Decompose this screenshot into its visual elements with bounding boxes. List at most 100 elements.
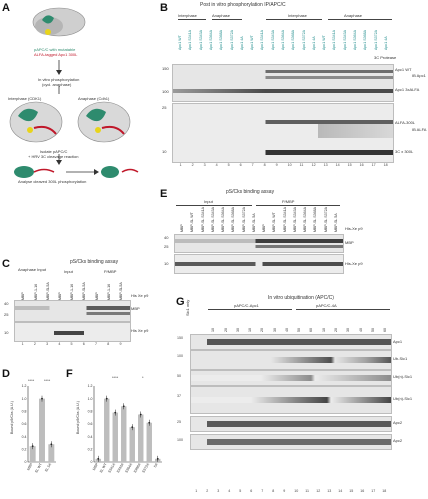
x-category-label: SL WT [99,462,108,474]
data-point [139,413,142,416]
lane-label: Apc1 4A [239,36,244,50]
y-tick-label: 0.2 [88,448,93,452]
panel-a-left-box-label: Interphase (CDK1) [8,96,42,101]
panel-g-markers: 150 100 50 37 25 100 [177,334,189,484]
panel-e-group-2: P/MBP [282,199,295,204]
panel-d-sig-1: **** [28,378,35,383]
lane-label: 50 [370,328,375,332]
panel-b-blot-apc1 [172,64,394,102]
panel-c-marker-25: 25 [4,312,9,317]
x-category-label: SL WT [34,462,43,474]
panel-g-blot-strip [190,370,392,386]
y-tick-label: 0 [25,460,27,464]
lane-label: MBP-SL5A [119,282,124,300]
data-point [148,421,151,424]
lane-number: 7 [251,163,254,167]
panel-e-marker-10: 10 [164,261,169,266]
lane-number: 4 [228,489,231,493]
data-point [97,457,100,460]
lane-label: MBP-SL S368A [313,206,318,232]
panel-e-letter: E [160,188,168,200]
lane-label: Apc1 S368A [219,30,224,50]
panel-c-right-label-3: His Xe p9 [131,328,149,333]
lane-label: 10 [248,328,253,332]
x-category-label: S372A [141,462,150,474]
lane-number: 2 [33,342,36,346]
panel-g-band [191,421,391,427]
marker-label: 25 [177,420,181,424]
x-category-label: S364A [124,462,133,474]
lane-number: 13 [323,163,328,167]
panel-b-marker-25: 25 [162,105,167,110]
lane-label: MBP-SL S372A [323,206,328,232]
panel-g-lane-numbers: 1 2 3 4 5 6 7 8 9 10 11 12 13 14 15 16 17 18 [192,489,390,494]
panel-d-sig-2: **** [44,378,51,383]
lane-label: MBP-SL5A [82,282,87,300]
panel-c-letter: C [2,258,10,270]
panel-g-band [191,397,391,403]
lane-number: 7 [95,342,97,346]
panel-c-blot-mbp [14,300,131,322]
panel-b-title: Post in vitro phosphorylation IP/APC/C [200,2,286,8]
panel-a-line-1: pAPC/C with mutatable [34,47,76,52]
panel-b-marker-10: 10 [162,149,167,154]
panel-c-marker-10: 10 [4,330,9,335]
x-category-label: 5A [153,462,159,468]
data-point [122,405,125,408]
panel-e-marker-40: 40 [164,235,169,240]
bar-mbp [29,446,36,462]
lane-label: Apc1 S364A [281,30,286,50]
lane-number: 2 [191,163,194,167]
lane-label: 40 [358,328,363,332]
bar-s368a [138,414,144,462]
panel-g-blot-strip [190,386,392,414]
panel-c-title: pS/Cks binding assay [70,259,119,265]
lane-label: MBP-SL S372A [241,206,246,232]
bar-s341a [112,412,118,462]
lane-number: 1 [179,163,182,167]
y-tick-label: 0.6 [22,422,27,426]
marker-label: 100 [177,438,183,442]
panel-a-line-5: Isolate pAPC/C [40,149,68,154]
lane-number: 8 [272,489,275,493]
panel-c-right-label-2: MBP [131,306,140,311]
lane-label: 10 [211,328,216,332]
panel-a-line-6: + HRV 3C cleavage reaction [28,154,79,159]
lane-label: MBP-SL S364A [303,206,308,232]
panel-g-band [191,357,391,363]
lane-label: 10 [321,328,326,332]
panel-b-right-label-1: Apc1 WT [395,67,412,72]
lane-label: MBP-SL S343A [292,206,297,232]
x-category-label: SL 5A [44,462,52,473]
lane-label: MBP-1-16 [106,283,111,300]
marker-label: 100 [177,354,183,358]
lane-label: 30 [272,328,277,332]
lane-number: 4 [215,163,218,167]
band-label: Ub(n)-Sic1 [393,396,413,401]
lane-number: 15 [349,489,354,493]
lane-number: 18 [382,489,387,493]
bar-sl-5a [48,444,55,462]
lane-number: 5 [70,342,73,346]
y-tick-label: 1.2 [88,384,93,388]
lane-number: 3 [46,342,49,346]
panel-e-marker-25: 25 [164,244,169,249]
panel-b-group-4: Anaphase [344,13,363,18]
y-tick-label: 0 [91,460,93,464]
y-tick-label: 1.0 [22,397,27,401]
lane-label: Apc1 S372A [373,30,378,50]
panel-d-chart: 0 0.2 0.4 0.6 0.8 1.0 1.2 MBP SL WT SL 5A [22,384,56,474]
data-point [31,445,34,448]
lane-number: 5 [227,163,230,167]
panel-b-group-2: Anaphase [212,13,231,18]
panel-e-lane-labels: MBP MBP-SL WT MBP-SL S341A MBP-SL S343A MBP-… [178,206,342,232]
y-tick-label: 0.2 [22,448,27,452]
lane-label: MBP-SL WT [190,212,195,232]
x-category-label: S343A [116,462,125,474]
lane-label: Apc1 WT [322,35,327,50]
lane-number: 9 [275,163,278,167]
lane-number: 8 [107,342,110,346]
panel-g-band [191,339,391,345]
panel-g-blot-strip [190,334,392,350]
data-point [131,426,134,429]
